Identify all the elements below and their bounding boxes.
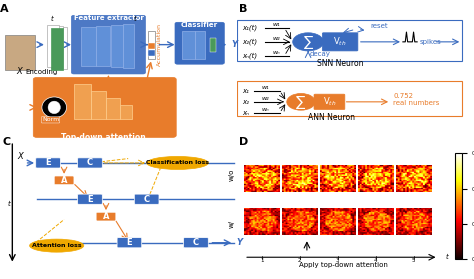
Text: x₂: x₂: [242, 99, 249, 105]
Text: E: E: [127, 238, 132, 247]
Text: reset: reset: [370, 23, 388, 29]
Text: ∑: ∑: [303, 35, 313, 49]
Text: spikes: spikes: [419, 39, 441, 45]
Text: 2: 2: [298, 258, 301, 263]
Ellipse shape: [29, 239, 84, 252]
FancyBboxPatch shape: [54, 27, 66, 69]
FancyBboxPatch shape: [78, 194, 102, 204]
Text: SNN Neuron: SNN Neuron: [317, 59, 364, 68]
Text: 5: 5: [412, 258, 415, 263]
FancyBboxPatch shape: [148, 50, 155, 56]
FancyBboxPatch shape: [47, 25, 59, 67]
FancyBboxPatch shape: [96, 212, 116, 221]
Circle shape: [292, 33, 324, 51]
FancyBboxPatch shape: [82, 27, 96, 66]
Text: 4: 4: [374, 258, 377, 263]
Ellipse shape: [146, 157, 208, 169]
Text: 1: 1: [260, 258, 264, 263]
Text: V$_{th}$: V$_{th}$: [333, 36, 347, 48]
FancyBboxPatch shape: [175, 22, 224, 64]
Text: 0.752
real numbers: 0.752 real numbers: [393, 93, 440, 105]
FancyBboxPatch shape: [119, 105, 132, 119]
Text: x₂(t): x₂(t): [242, 39, 257, 45]
Text: w₁: w₁: [272, 22, 280, 27]
Text: Apply top-down attention: Apply top-down attention: [299, 262, 388, 268]
FancyBboxPatch shape: [36, 158, 60, 168]
Text: D: D: [239, 137, 249, 147]
Text: wₙ: wₙ: [262, 107, 269, 112]
Text: C: C: [144, 195, 150, 204]
Text: V$_{th}$: V$_{th}$: [323, 96, 336, 108]
Text: E: E: [87, 195, 93, 204]
FancyBboxPatch shape: [322, 33, 358, 51]
Text: C: C: [2, 137, 10, 147]
Text: w₂: w₂: [262, 96, 269, 101]
Text: wₙ: wₙ: [272, 50, 280, 55]
FancyBboxPatch shape: [117, 238, 142, 248]
Text: t: t: [7, 201, 10, 208]
FancyBboxPatch shape: [96, 26, 109, 66]
FancyBboxPatch shape: [134, 194, 159, 204]
FancyBboxPatch shape: [74, 84, 91, 119]
Text: X: X: [17, 67, 23, 76]
FancyBboxPatch shape: [91, 91, 106, 119]
Text: Top-down attention: Top-down attention: [61, 133, 146, 141]
FancyBboxPatch shape: [54, 176, 74, 185]
Text: Y: Y: [237, 238, 243, 247]
FancyBboxPatch shape: [148, 31, 155, 59]
Text: t: t: [50, 16, 53, 22]
Text: decay: decay: [310, 51, 330, 57]
Text: Norm: Norm: [42, 117, 59, 122]
FancyBboxPatch shape: [182, 31, 195, 59]
Ellipse shape: [48, 101, 60, 114]
Text: Feature extractor: Feature extractor: [73, 15, 144, 21]
FancyBboxPatch shape: [72, 15, 146, 74]
FancyBboxPatch shape: [33, 77, 176, 138]
Text: Attention loss: Attention loss: [32, 243, 82, 248]
Text: w₁: w₁: [262, 85, 269, 90]
Text: B: B: [239, 4, 248, 14]
FancyBboxPatch shape: [210, 38, 216, 52]
Text: t: t: [133, 16, 136, 22]
Text: xₙ(t): xₙ(t): [242, 52, 257, 59]
Text: C: C: [87, 158, 93, 167]
Text: A: A: [103, 212, 109, 221]
FancyBboxPatch shape: [106, 98, 119, 119]
Text: Y: Y: [232, 40, 238, 49]
Text: C: C: [193, 238, 199, 247]
Text: w₂: w₂: [272, 36, 280, 41]
Text: E: E: [45, 158, 51, 167]
Text: t: t: [446, 254, 448, 260]
FancyBboxPatch shape: [78, 158, 102, 168]
Ellipse shape: [42, 97, 66, 118]
Circle shape: [287, 93, 315, 110]
FancyBboxPatch shape: [111, 25, 123, 67]
FancyBboxPatch shape: [51, 28, 63, 70]
FancyBboxPatch shape: [183, 238, 208, 248]
Text: xₙ: xₙ: [242, 110, 249, 116]
FancyBboxPatch shape: [5, 35, 35, 70]
Text: Encoding: Encoding: [26, 69, 58, 75]
Text: Classifier: Classifier: [181, 21, 218, 28]
Text: x₁(t): x₁(t): [242, 25, 257, 31]
Text: A: A: [61, 176, 67, 185]
FancyBboxPatch shape: [123, 25, 134, 68]
Text: A: A: [0, 4, 9, 14]
Text: x₁: x₁: [242, 88, 249, 94]
Text: Accumulation: Accumulation: [156, 23, 162, 66]
Text: X: X: [17, 151, 23, 161]
FancyBboxPatch shape: [148, 43, 155, 49]
Text: ANN Neuron: ANN Neuron: [308, 113, 356, 122]
Text: w/o: w/o: [228, 168, 235, 181]
Text: ∑: ∑: [296, 95, 306, 109]
Text: w/: w/: [228, 220, 235, 228]
Text: 3: 3: [336, 258, 339, 263]
Text: Classification loss: Classification loss: [146, 160, 209, 165]
FancyBboxPatch shape: [51, 26, 63, 68]
FancyBboxPatch shape: [195, 31, 205, 59]
FancyBboxPatch shape: [314, 94, 345, 109]
